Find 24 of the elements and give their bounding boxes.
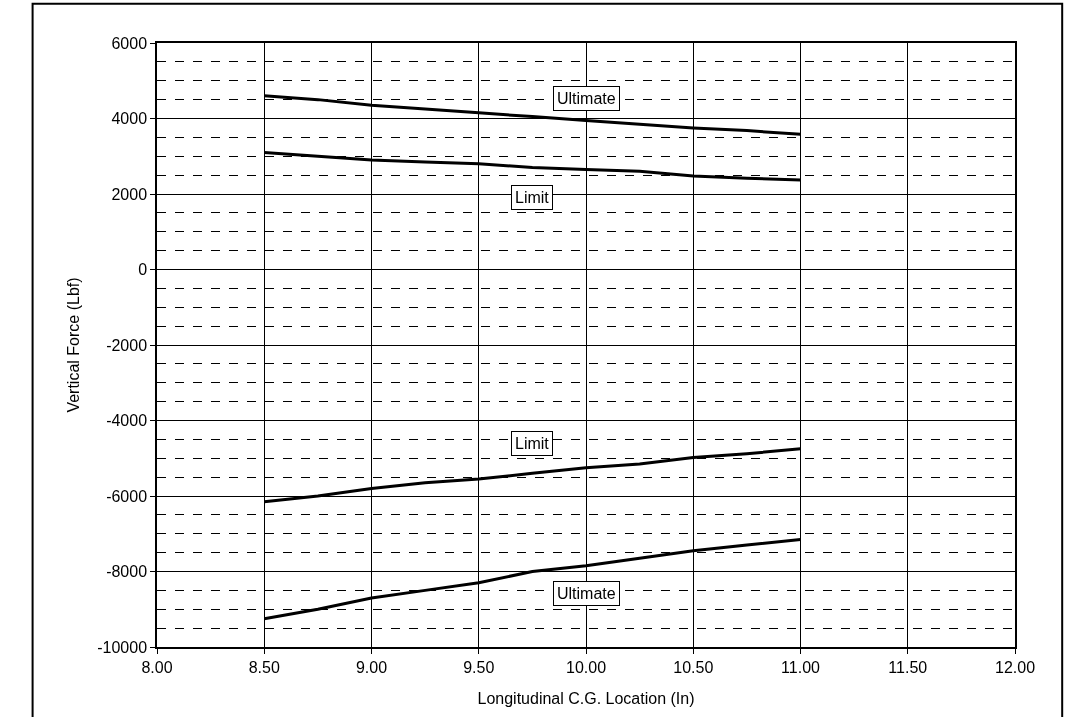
x-tick-label: 10.50 [673,658,714,676]
x-tick-label: 11.00 [781,658,821,676]
series-label: Ultimate [557,90,616,107]
series-label: Limit [515,435,550,452]
x-tick-label: 8.50 [248,658,280,676]
y-tick-label: -6000 [106,487,148,505]
series-label: Limit [515,189,550,206]
x-axis-title: Longitudinal C.G. Location (In) [477,690,695,708]
y-tick-label: -8000 [106,563,148,581]
x-tick-label: 9.50 [463,658,495,676]
series-label: Ultimate [557,585,616,602]
y-tick-label: -4000 [106,412,148,430]
y-tick-label: 2000 [111,185,148,203]
x-tick-label: 9.00 [355,658,388,676]
y-tick-label: 4000 [111,110,148,128]
x-tick-label: 10.00 [565,658,607,676]
x-tick-label: 8.00 [141,658,173,676]
x-tick-label: 11.50 [888,658,928,676]
y-tick-label: 6000 [111,34,148,52]
x-tick-label: 12.00 [994,658,1036,676]
y-axis-title: Vertical Force (Lbf) [64,277,82,413]
y-tick-label: 0 [138,261,148,279]
y-tick-label: -10000 [97,638,148,656]
y-tick-label: -2000 [106,336,148,354]
